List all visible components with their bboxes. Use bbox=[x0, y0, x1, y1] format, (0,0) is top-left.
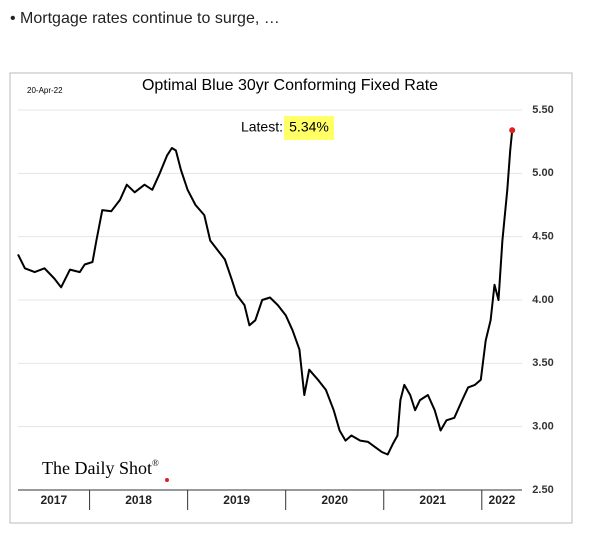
highlight bbox=[284, 116, 334, 140]
chart-title: Optimal Blue 30yr Conforming Fixed Rate bbox=[142, 77, 438, 94]
source: The Daily Shot® bbox=[42, 458, 159, 478]
date-label: 20-Apr-22 bbox=[27, 86, 63, 95]
latest-marker bbox=[509, 127, 516, 134]
y-tick-label: 5.00 bbox=[532, 167, 553, 179]
y-tick-label: 2.50 bbox=[532, 484, 553, 496]
logo-dot bbox=[165, 478, 169, 482]
y-tick-label: 3.00 bbox=[532, 421, 553, 433]
y-tick-label: 5.50 bbox=[532, 104, 553, 116]
x-tick-label: 2022 bbox=[489, 493, 516, 507]
y-tick-label: 4.50 bbox=[532, 231, 553, 243]
bullet-text: • Mortgage rates continue to surge, … bbox=[10, 10, 280, 27]
source-mark: ® bbox=[152, 458, 159, 468]
x-tick-label: 2019 bbox=[223, 493, 250, 507]
annotation: Latest: bbox=[241, 119, 283, 135]
y-tick-label: 4.00 bbox=[532, 294, 553, 306]
bullet-label: Mortgage rates continue to surge, … bbox=[20, 10, 280, 27]
x-tick-label: 2021 bbox=[419, 493, 446, 507]
chart-frame bbox=[9, 72, 573, 524]
y-tick-label: 3.50 bbox=[532, 357, 553, 369]
latest-label: 5.34% bbox=[289, 119, 329, 135]
x-tick-label: 2017 bbox=[40, 493, 67, 507]
x-tick-label: 2018 bbox=[125, 493, 152, 507]
source-name: The Daily Shot bbox=[42, 458, 152, 478]
rate-line bbox=[17, 130, 514, 456]
x-tick-label: 2020 bbox=[321, 493, 348, 507]
